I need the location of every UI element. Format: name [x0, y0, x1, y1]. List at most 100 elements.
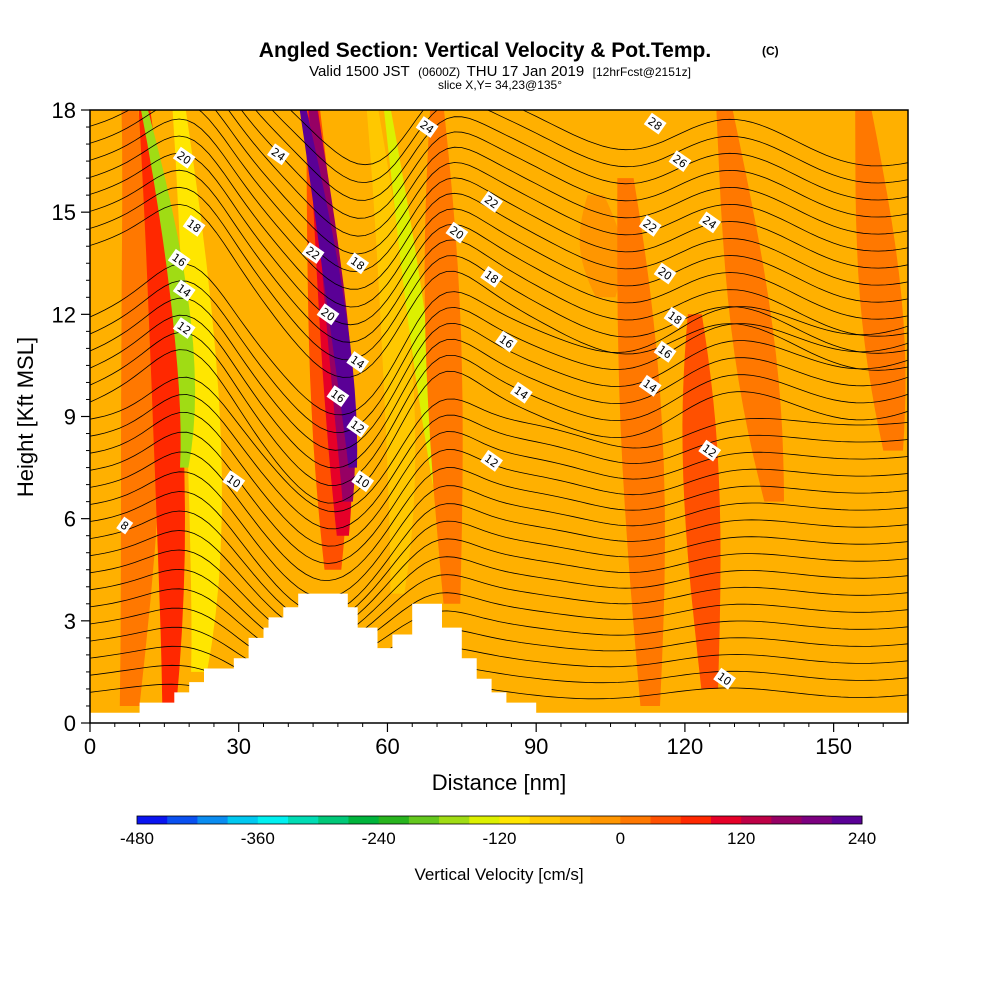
y-axis: 0 3 6 9 12 15 18 [52, 98, 90, 736]
subtitle-date: THU 17 Jan 2019 [467, 63, 585, 80]
theta-contour-line [90, 568, 908, 653]
theta-contour-line [90, 549, 908, 644]
colorbar-tick-label: -240 [362, 829, 396, 848]
colorbar-tick-label: -480 [120, 829, 154, 848]
velocity-bands [119, 110, 906, 707]
theta-contour-line [90, 280, 908, 434]
y-tick-label: 12 [52, 302, 76, 327]
theta-contour-line [90, 411, 908, 547]
colorbar-swatch [831, 816, 863, 824]
colorbar-swatch [167, 816, 198, 824]
colorbar-swatch [499, 816, 531, 824]
velocity-band [138, 110, 185, 706]
y-tick-label: 3 [64, 609, 76, 634]
theta-contour-line [90, 135, 908, 308]
theta-contour-line [90, 110, 908, 255]
theta-contour-line [255, 110, 908, 201]
theta-contour-line [90, 118, 908, 290]
chart-slice-note: slice X,Y= 34,23@135° [438, 78, 562, 92]
colorbar-swatch [529, 816, 561, 824]
colorbar-swatch [469, 816, 500, 824]
x-axis-title: Distance [nm] [432, 770, 567, 795]
x-tick-label: 30 [226, 734, 250, 759]
colorbar-swatch [257, 816, 289, 824]
theta-contour-line [90, 491, 908, 614]
x-tick-label: 150 [815, 734, 852, 759]
velocity-band [617, 178, 665, 707]
theta-contour-line [227, 110, 908, 237]
colorbar-swatch [408, 816, 440, 824]
theta-contour-line [90, 626, 908, 683]
theta-contour-line [90, 431, 908, 564]
colorbar-swatch [378, 816, 410, 824]
colorbar-swatch [227, 816, 259, 824]
colorbar-swatch [348, 816, 380, 824]
y-axis-title: Height [Kft MSL] [13, 337, 38, 497]
colorbar-swatch [650, 816, 682, 824]
colorbar-frame [136, 815, 863, 825]
colorbar-swatch [197, 816, 229, 824]
theta-contour-line [90, 169, 908, 343]
theta-contour-line [90, 203, 908, 378]
colorbar-swatch [590, 816, 621, 824]
theta-contour-line [90, 645, 908, 692]
y-tick-label: 6 [64, 507, 76, 532]
velocity-band [366, 110, 416, 594]
theta-contour-label: 8 [116, 516, 134, 535]
x-tick-label: 60 [375, 734, 399, 759]
theta-contour-line [90, 588, 908, 663]
colorbar: -480 -360 -240 -120 0 120 240 [120, 815, 876, 848]
theta-contour-line [240, 110, 908, 219]
theta-contour-line [90, 263, 908, 416]
chart-title-mark: (C) [762, 44, 779, 58]
velocity-band [579, 195, 622, 298]
colorbar-swatch [710, 816, 742, 824]
theta-contour-line [90, 394, 908, 530]
velocity-band [682, 314, 721, 689]
colorbar-swatch [741, 816, 772, 824]
x-tick-label: 0 [84, 734, 96, 759]
y-tick-label: 15 [52, 200, 76, 225]
chart-title: Angled Section: Vertical Velocity & Pot.… [259, 39, 711, 62]
theta-contour-line [90, 152, 908, 326]
theta-contour-line [90, 331, 908, 486]
theta-contours [90, 110, 908, 712]
y-tick-label: 0 [64, 711, 76, 736]
colorbar-swatch [801, 816, 833, 824]
colorbar-title: Vertical Velocity [cm/s] [414, 865, 583, 884]
colorbar-swatch [771, 816, 803, 824]
theta-contour-line [90, 297, 908, 451]
subtitle-zulu: (0600Z) [418, 65, 460, 79]
terrain [90, 593, 908, 723]
velocity-band [299, 110, 358, 468]
colorbar-tick-label: 120 [727, 829, 755, 848]
theta-contour-line [90, 530, 908, 634]
colorbar-tick-label: 240 [848, 829, 876, 848]
velocity-band [716, 110, 784, 502]
theta-contour-line [90, 349, 908, 504]
colorbar-swatch [620, 816, 652, 824]
x-axis: 0 30 60 90 120 150 [84, 723, 884, 759]
subtitle-valid: Valid 1500 JST [309, 63, 410, 80]
theta-contour-line [90, 376, 908, 513]
theta-contour-line [289, 110, 908, 167]
theta-contour-line [90, 510, 908, 624]
velocity-band [172, 110, 222, 672]
x-tick-label: 90 [524, 734, 548, 759]
colorbar-tick-label: -120 [482, 829, 516, 848]
velocity-band [384, 110, 442, 485]
colorbar-swatch [559, 816, 591, 824]
y-tick-label: 18 [52, 98, 76, 123]
colorbar-tick-label: -360 [241, 829, 275, 848]
colorbar-tick-label: 0 [616, 829, 625, 848]
velocity-band [141, 110, 196, 468]
colorbar-swatch [439, 816, 470, 824]
y-tick-label: 9 [64, 405, 76, 430]
colorbar-swatch [288, 816, 319, 824]
x-tick-label: 120 [667, 734, 704, 759]
subtitle-forecast: [12hrFcst@2151z] [593, 65, 691, 79]
theta-contour-line [90, 314, 908, 469]
